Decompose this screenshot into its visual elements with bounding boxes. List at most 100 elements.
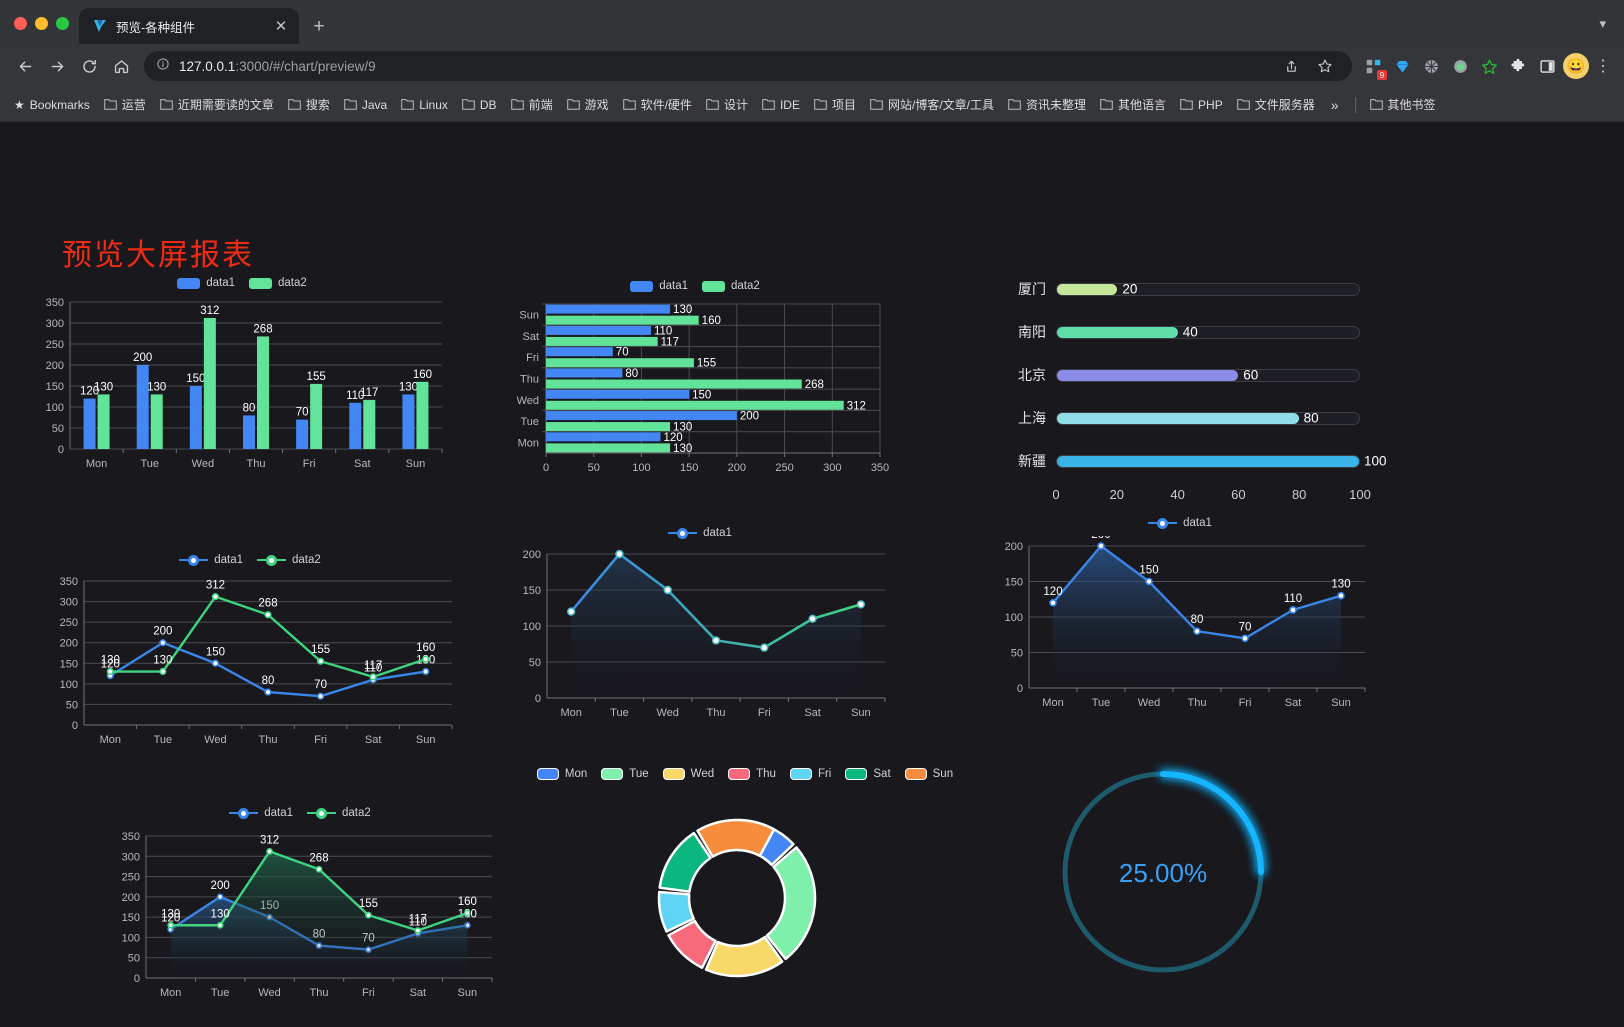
bar[interactable] bbox=[546, 368, 623, 378]
legend-item[interactable]: data1 bbox=[177, 277, 235, 289]
bar[interactable] bbox=[296, 419, 309, 449]
data-point[interactable] bbox=[1289, 606, 1297, 614]
data-point[interactable] bbox=[463, 909, 471, 917]
donut-segment[interactable] bbox=[657, 890, 695, 933]
progress-track[interactable]: 40 bbox=[1056, 325, 1360, 340]
browser-menu-icon[interactable]: ⋮ bbox=[1595, 58, 1611, 75]
data-point[interactable] bbox=[760, 643, 769, 652]
puzzle-icon[interactable] bbox=[1505, 53, 1531, 79]
sidepanel-icon[interactable] bbox=[1534, 53, 1560, 79]
data-point[interactable] bbox=[856, 600, 866, 609]
chevron-down-icon[interactable]: ▾ bbox=[1599, 16, 1606, 31]
bookmark-folder[interactable]: IDE bbox=[756, 95, 806, 115]
wheel-icon[interactable] bbox=[1418, 53, 1444, 79]
bookmark-folder[interactable]: Java bbox=[338, 95, 393, 115]
data-point[interactable] bbox=[1049, 599, 1057, 607]
progress-track[interactable]: 20 bbox=[1056, 282, 1360, 297]
maximize-window-button[interactable] bbox=[56, 17, 69, 30]
data-point[interactable] bbox=[106, 667, 114, 676]
bar[interactable] bbox=[97, 394, 110, 449]
browser-tab[interactable]: 预览-各种组件 ✕ bbox=[79, 8, 299, 44]
extensions-grid-icon[interactable]: 9 bbox=[1360, 53, 1387, 80]
bar[interactable] bbox=[546, 422, 671, 432]
data-point[interactable] bbox=[266, 848, 273, 855]
star-outline-green-icon[interactable] bbox=[1476, 53, 1502, 79]
legend-item[interactable]: Sun bbox=[904, 768, 953, 780]
data-point[interactable] bbox=[422, 655, 430, 663]
donut-segment[interactable] bbox=[704, 935, 784, 978]
bar[interactable] bbox=[546, 358, 694, 368]
data-point[interactable] bbox=[264, 688, 272, 696]
legend-item[interactable]: data2 bbox=[249, 277, 307, 289]
close-window-button[interactable] bbox=[14, 17, 27, 30]
new-tab-button[interactable]: + bbox=[313, 15, 325, 37]
bar[interactable] bbox=[310, 383, 323, 449]
data-point[interactable] bbox=[264, 611, 272, 619]
donut-segment[interactable] bbox=[696, 818, 776, 858]
data-point[interactable] bbox=[167, 921, 175, 929]
bookmark-folder[interactable]: 资讯未整理 bbox=[1002, 93, 1092, 116]
bookmarks-overflow-button[interactable]: » bbox=[1330, 96, 1339, 113]
back-button[interactable] bbox=[10, 51, 40, 81]
bar[interactable] bbox=[257, 336, 269, 449]
data-point[interactable] bbox=[159, 667, 167, 676]
data-point[interactable] bbox=[414, 927, 422, 934]
other-bookmarks-folder[interactable]: 其他书签 bbox=[1364, 93, 1442, 116]
legend-item[interactable]: data2 bbox=[702, 280, 760, 292]
bookmark-folder[interactable]: 文件服务器 bbox=[1231, 93, 1321, 116]
bar[interactable] bbox=[416, 381, 429, 449]
data-point[interactable] bbox=[216, 893, 224, 901]
donut-segment[interactable] bbox=[765, 846, 817, 961]
donut-segment[interactable] bbox=[667, 919, 717, 969]
home-button[interactable] bbox=[106, 51, 136, 81]
site-info-icon[interactable] bbox=[156, 57, 170, 76]
legend-item[interactable]: data2 bbox=[307, 807, 371, 819]
bookmarks-manager-entry[interactable]: ★ Bookmarks bbox=[8, 95, 96, 115]
legend-item[interactable]: Thu bbox=[728, 768, 776, 780]
data-point[interactable] bbox=[1241, 634, 1249, 643]
progress-track[interactable]: 80 bbox=[1056, 411, 1360, 426]
bookmark-folder[interactable]: 前端 bbox=[505, 93, 559, 116]
data-point[interactable] bbox=[422, 667, 430, 676]
avatar[interactable]: 😀 bbox=[1563, 53, 1589, 79]
legend-item[interactable]: Fri bbox=[789, 768, 831, 780]
bar[interactable] bbox=[546, 315, 699, 325]
data-point[interactable] bbox=[1193, 627, 1201, 635]
progress-track[interactable]: 100 bbox=[1056, 454, 1387, 469]
bar[interactable] bbox=[546, 336, 658, 346]
bar[interactable] bbox=[546, 379, 802, 389]
bar[interactable] bbox=[546, 304, 671, 314]
bookmark-star-icon[interactable] bbox=[1310, 51, 1340, 81]
bar[interactable] bbox=[402, 394, 415, 449]
bookmark-folder[interactable]: 搜索 bbox=[282, 93, 336, 116]
bookmark-folder[interactable]: 设计 bbox=[700, 93, 754, 116]
data-point[interactable] bbox=[365, 911, 372, 919]
data-point[interactable] bbox=[808, 614, 817, 624]
bar[interactable] bbox=[546, 325, 651, 335]
legend-item[interactable]: Tue bbox=[601, 768, 649, 780]
bookmark-folder[interactable]: DB bbox=[456, 95, 503, 115]
legend-item[interactable]: Wed bbox=[662, 768, 714, 780]
bar[interactable] bbox=[546, 347, 613, 357]
data-point[interactable] bbox=[211, 659, 220, 667]
bar[interactable] bbox=[203, 317, 216, 449]
data-point[interactable] bbox=[711, 636, 721, 645]
share-icon[interactable] bbox=[1276, 51, 1306, 81]
data-point[interactable] bbox=[1337, 591, 1345, 600]
bar[interactable] bbox=[363, 399, 376, 449]
minimize-window-button[interactable] bbox=[35, 17, 48, 30]
legend-item[interactable]: data1 bbox=[1148, 517, 1212, 529]
bookmark-folder[interactable]: 网站/博客/文章/工具 bbox=[864, 93, 1000, 116]
bookmark-folder[interactable]: 运营 bbox=[98, 93, 152, 116]
forward-button[interactable] bbox=[42, 51, 72, 81]
bar[interactable] bbox=[546, 411, 737, 421]
bar[interactable] bbox=[546, 443, 671, 453]
donut-segment[interactable] bbox=[658, 831, 712, 893]
legend-item[interactable]: Sat bbox=[845, 768, 891, 780]
bookmark-folder[interactable]: PHP bbox=[1174, 95, 1229, 115]
bar[interactable] bbox=[546, 389, 690, 399]
bookmark-folder[interactable]: 游戏 bbox=[561, 93, 615, 116]
data-point[interactable] bbox=[159, 639, 167, 647]
progress-track[interactable]: 60 bbox=[1056, 368, 1360, 383]
data-point[interactable] bbox=[316, 657, 325, 665]
